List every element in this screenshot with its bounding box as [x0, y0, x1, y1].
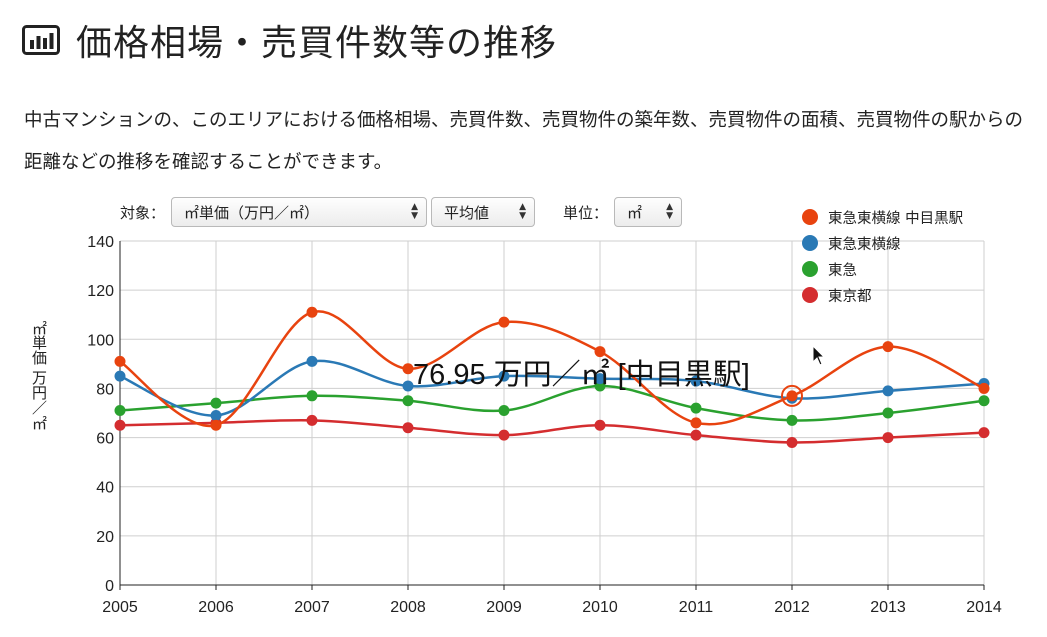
legend-dot-icon [802, 287, 818, 303]
data-point [786, 390, 798, 402]
series-line [119, 384, 985, 422]
x-tick-label: 2006 [198, 599, 234, 616]
legend-label: 東京都 [828, 288, 872, 305]
legend-label: 東急東横線 中目黒駅 [828, 210, 964, 227]
y-axis-label: ㎡単価 万円／㎡ [28, 320, 50, 434]
data-point [594, 419, 606, 431]
y-tick-label: 80 [96, 381, 114, 398]
data-point [402, 395, 414, 407]
x-tick-label: 2008 [390, 599, 426, 616]
legend-dot-icon [802, 209, 818, 225]
page-title: 価格相場・売買件数等の推移 [76, 23, 558, 64]
legend-item[interactable]: 東京都 [802, 282, 963, 308]
data-point [882, 407, 894, 419]
data-point [210, 397, 222, 409]
legend-label: 東急東横線 [828, 236, 901, 253]
target-label: 対象： [120, 203, 166, 222]
tooltip-text: 76.95 万円／㎡ [中目黒駅] [413, 358, 750, 391]
x-tick-label: 2011 [679, 599, 714, 616]
y-axis-label-text: ㎡単価 万円／㎡ [30, 320, 48, 430]
series-line [119, 359, 985, 417]
legend-item[interactable]: 東急東横線 [802, 230, 963, 256]
x-tick-label: 2014 [966, 599, 1002, 616]
page-description: 中古マンションの、このエリアにおける価格相場、売買件数、売買物件の築年数、売買物… [24, 110, 1024, 173]
series-line [119, 310, 985, 428]
unit-select-value: ㎡ [627, 203, 643, 222]
y-tick-label: 0 [105, 578, 114, 595]
data-point [882, 341, 894, 353]
x-tick-label: 2009 [486, 599, 522, 616]
data-point [306, 306, 318, 318]
select-arrows-icon: ▲ ▼ [666, 202, 674, 221]
data-point [978, 382, 990, 394]
series-line [119, 418, 985, 444]
data-point [210, 409, 222, 421]
legend-item[interactable]: 東急 [802, 256, 963, 282]
data-point [978, 395, 990, 407]
x-tick-label: 2007 [294, 599, 330, 616]
target-select-value: ㎡単価（万円／㎡） [184, 203, 320, 222]
bar-chart-icon [22, 25, 60, 55]
data-point [114, 355, 126, 367]
data-point [594, 373, 606, 385]
y-tick-label: 100 [87, 332, 114, 349]
data-point [690, 402, 702, 414]
target-select[interactable]: ㎡単価（万円／㎡） ▲ ▼ [171, 197, 428, 227]
data-point [306, 390, 318, 402]
select-arrows-icon: ▲ ▼ [411, 202, 419, 221]
legend-label: 東急 [828, 262, 857, 279]
select-arrows-icon: ▲ ▼ [519, 202, 527, 221]
y-tick-label: 60 [96, 431, 114, 448]
data-point [402, 363, 414, 375]
data-point [306, 355, 318, 367]
x-tick-label: 2010 [582, 599, 618, 616]
data-point [402, 422, 414, 434]
data-point [210, 419, 222, 431]
stat-select[interactable]: 平均値 ▲ ▼ [431, 197, 536, 227]
data-point [786, 414, 798, 426]
data-point [690, 417, 702, 429]
data-point [498, 405, 510, 417]
data-point [114, 370, 126, 382]
data-point [402, 380, 414, 392]
data-point [786, 436, 798, 448]
legend-item[interactable]: 東急東横線 中目黒駅 [802, 204, 963, 230]
y-tick-label: 20 [96, 529, 114, 546]
data-point [114, 419, 126, 431]
mouse-cursor-icon [812, 344, 826, 366]
data-point [306, 414, 318, 426]
title-row: 価格相場・売買件数等の推移 [22, 14, 557, 66]
data-point [498, 429, 510, 441]
highlight-ring [781, 384, 803, 407]
x-tick-label: 2012 [774, 599, 810, 616]
data-point [882, 385, 894, 397]
x-tick-label: 2005 [102, 599, 138, 616]
x-tick-label: 2013 [870, 599, 906, 616]
legend-dot-icon [802, 261, 818, 277]
chart-controls: 対象： ㎡単価（万円／㎡） ▲ ▼ 平均値 ▲ ▼ 単位： ㎡ ▲ ▼ [120, 196, 686, 228]
unit-select[interactable]: ㎡ ▲ ▼ [614, 197, 683, 227]
data-point [882, 432, 894, 444]
data-point [594, 346, 606, 358]
y-tick-label: 120 [87, 283, 114, 300]
legend-dot-icon [802, 235, 818, 251]
data-point [978, 427, 990, 439]
data-point [690, 375, 702, 387]
chart-legend: 東急東横線 中目黒駅 東急東横線東急東京都 [802, 204, 963, 308]
data-point [690, 429, 702, 441]
unit-label: 単位： [563, 203, 609, 222]
data-point [498, 316, 510, 328]
stat-select-value: 平均値 [444, 203, 490, 222]
data-point [498, 370, 510, 382]
data-point [114, 405, 126, 417]
y-tick-label: 40 [96, 480, 114, 497]
y-tick-label: 140 [87, 234, 114, 251]
